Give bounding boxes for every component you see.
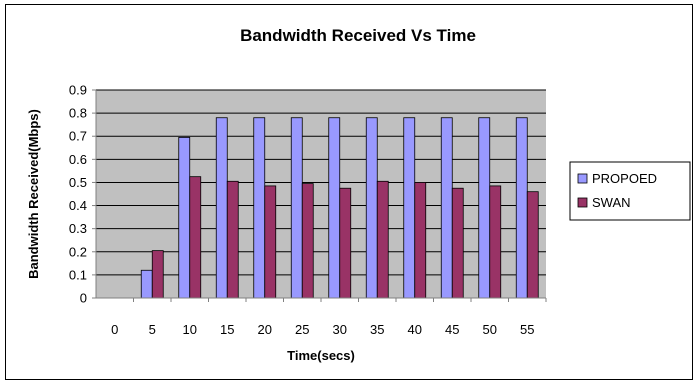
y-tick-label: 0.2 (69, 244, 87, 259)
y-tick-label: 0.9 (69, 83, 87, 98)
bar-swan-35 (376, 180, 389, 299)
x-tick-label: 40 (408, 322, 422, 337)
bar-swan-10 (189, 176, 202, 299)
y-tick-label: 0.4 (69, 198, 87, 213)
x-tick-label: 25 (295, 322, 309, 337)
bar-swan-25 (301, 183, 314, 299)
y-tick-label: 0.7 (69, 129, 87, 144)
y-tick-label: 0.8 (69, 106, 87, 121)
bar-propoed-20 (253, 117, 266, 299)
gridlines (96, 89, 546, 276)
x-tick-label: 50 (483, 322, 497, 337)
bar-swan-55 (526, 191, 539, 299)
legend-swatch-swan (577, 197, 588, 208)
bar-propoed-50 (478, 117, 491, 299)
x-tick-label: 20 (258, 322, 272, 337)
x-tick-label: 15 (220, 322, 234, 337)
x-tick-labels: 0 5 10 15 20 25 30 35 40 45 50 55 (111, 298, 547, 337)
bar-swan-5 (151, 250, 164, 299)
bar-propoed-5 (140, 269, 153, 299)
y-axis-label: Bandwidth Received(Mbps) (26, 109, 41, 279)
bar-swan-40 (414, 182, 427, 299)
bar-propoed-45 (440, 117, 453, 299)
y-tick-label: 0.1 (69, 267, 87, 282)
bar-swan-50 (489, 185, 502, 299)
chart-frame: Bandwidth Received Vs Time 0 0.1 0.2 0.3 0.4… (5, 4, 693, 380)
y-tick-labels: 0 0.1 0.2 0.3 0.4 0.5 0.6 0.7 0.8 0.9 (69, 83, 96, 306)
bar-swan-30 (339, 187, 352, 299)
y-tick-label: 0.3 (69, 221, 87, 236)
bar-propoed-55 (515, 117, 528, 299)
x-tick-label: 55 (520, 322, 534, 337)
x-tick-label: 0 (111, 322, 118, 337)
x-tick-label: 35 (370, 322, 384, 337)
bar-propoed-35 (365, 117, 378, 299)
legend-label-swan: SWAN (592, 195, 631, 210)
legend-swatch-propoed (577, 173, 588, 184)
bar-chart: Bandwidth Received Vs Time 0 0.1 0.2 0.3 0.4… (26, 26, 691, 363)
bar-propoed-30 (328, 117, 341, 299)
plot-area (96, 90, 546, 298)
bars (140, 117, 539, 299)
y-tick-label: 0.6 (69, 152, 87, 167)
bar-swan-15 (226, 180, 239, 299)
y-tick-label: 0.5 (69, 175, 87, 190)
x-tick-label: 30 (333, 322, 347, 337)
bar-swan-45 (451, 187, 464, 299)
bar-propoed-25 (290, 117, 303, 299)
legend-box (569, 161, 691, 221)
x-tick-label: 45 (445, 322, 459, 337)
bar-propoed-10 (178, 136, 191, 299)
legend-label-propoed: PROPOED (592, 171, 657, 186)
x-tick-label: 5 (149, 322, 156, 337)
legend: PROPOED SWAN (569, 161, 691, 221)
bar-swan-20 (264, 185, 277, 299)
x-tick-label: 10 (183, 322, 197, 337)
bar-propoed-40 (403, 117, 416, 299)
bar-propoed-15 (215, 117, 228, 299)
x-axis-label: Time(secs) (287, 348, 355, 363)
y-tick-label: 0 (80, 291, 87, 306)
chart-title: Bandwidth Received Vs Time (240, 26, 476, 45)
